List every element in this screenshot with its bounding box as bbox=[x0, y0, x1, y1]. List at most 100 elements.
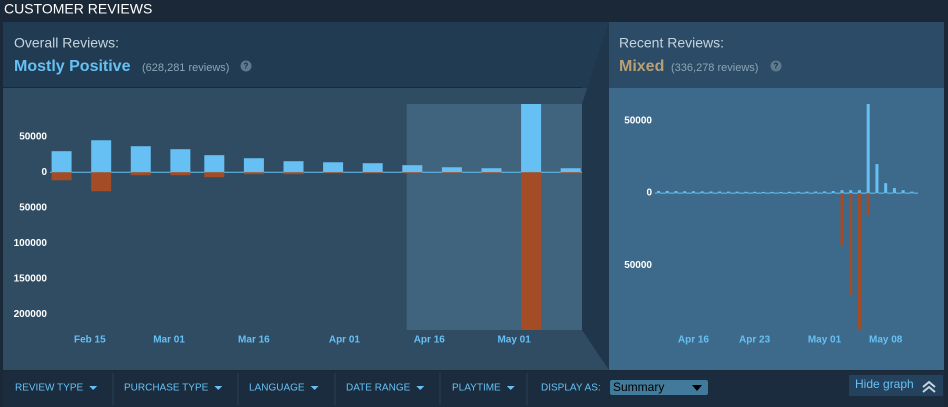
x-tick-label: Apr 16 bbox=[678, 335, 710, 346]
bar bbox=[441, 167, 462, 173]
bar bbox=[761, 191, 765, 194]
bar bbox=[884, 193, 888, 194]
bar bbox=[243, 158, 264, 173]
bar bbox=[831, 193, 835, 194]
help-text[interactable]: ? bbox=[244, 62, 249, 71]
hide-graph-text[interactable]: Hide graph bbox=[855, 377, 914, 391]
recent-chart-bg bbox=[609, 88, 944, 370]
filter-label[interactable]: REVIEW TYPE bbox=[15, 383, 83, 394]
filter-arrow[interactable] bbox=[89, 386, 98, 390]
bar bbox=[656, 190, 660, 194]
summary-rating: Mixed bbox=[619, 58, 664, 75]
bar bbox=[875, 193, 879, 195]
bar bbox=[481, 172, 502, 174]
bar bbox=[683, 191, 687, 194]
help-icon[interactable] bbox=[240, 60, 252, 72]
filter-label[interactable]: DATE RANGE bbox=[346, 383, 411, 394]
bar bbox=[481, 168, 502, 173]
y-tick-label: 100000 bbox=[14, 238, 48, 249]
summary-count: (628,281 reviews) bbox=[142, 62, 229, 74]
bar bbox=[323, 172, 344, 174]
y-tick-label: 50000 bbox=[19, 131, 47, 142]
bar bbox=[788, 191, 792, 194]
bar bbox=[51, 151, 72, 173]
select-arrow[interactable] bbox=[692, 385, 702, 391]
bar bbox=[283, 172, 304, 175]
bar bbox=[130, 172, 151, 176]
bar bbox=[441, 172, 462, 174]
bar bbox=[805, 191, 809, 194]
bar bbox=[323, 162, 344, 173]
filter-bar bbox=[3, 371, 944, 407]
bar bbox=[521, 104, 542, 173]
range-connector bbox=[582, 22, 609, 370]
bar bbox=[796, 191, 800, 194]
bar bbox=[770, 191, 774, 194]
summary-label: Recent Reviews: bbox=[619, 35, 724, 51]
bar bbox=[857, 193, 861, 330]
bar bbox=[875, 164, 879, 194]
filter-arrow[interactable] bbox=[214, 386, 223, 390]
x-tick-label: May 08 bbox=[869, 335, 903, 346]
bar bbox=[779, 191, 783, 194]
bar bbox=[884, 183, 888, 194]
bar bbox=[521, 172, 542, 330]
bar bbox=[204, 172, 225, 178]
filter-label[interactable]: PURCHASE TYPE bbox=[124, 383, 209, 394]
display-as-label: DISPLAY AS: bbox=[541, 383, 601, 394]
bar bbox=[866, 104, 870, 194]
bar bbox=[709, 191, 713, 194]
selected-range bbox=[406, 104, 582, 330]
y-tick-label: 50000 bbox=[19, 202, 47, 213]
bar bbox=[130, 146, 151, 173]
bar bbox=[735, 191, 739, 194]
bar bbox=[840, 193, 844, 247]
bar bbox=[744, 191, 748, 194]
filter-arrow[interactable] bbox=[310, 386, 319, 390]
help-icon[interactable] bbox=[770, 60, 782, 72]
bar bbox=[362, 163, 383, 173]
bar bbox=[91, 172, 112, 192]
bar bbox=[901, 190, 905, 194]
x-tick-label: Mar 01 bbox=[153, 335, 185, 346]
y-tick-label: 200000 bbox=[14, 309, 48, 320]
bar bbox=[91, 140, 112, 173]
hide-graph-icon[interactable] bbox=[922, 380, 936, 393]
hide-graph-button[interactable] bbox=[849, 375, 943, 396]
y-tick-label: 150000 bbox=[14, 273, 48, 284]
x-tick-label: Feb 15 bbox=[74, 335, 106, 346]
recent-header bbox=[609, 22, 944, 88]
x-tick-label: Apr 16 bbox=[414, 335, 446, 346]
bar bbox=[243, 172, 264, 175]
summary-rating: Mostly Positive bbox=[14, 58, 131, 75]
bar bbox=[840, 190, 844, 194]
bar bbox=[691, 191, 695, 194]
bar bbox=[402, 165, 423, 173]
bar bbox=[726, 191, 730, 194]
bar bbox=[718, 191, 722, 194]
y-tick-label: 0 bbox=[41, 167, 47, 178]
x-tick-label: Apr 23 bbox=[739, 335, 771, 346]
x-tick-label: Apr 01 bbox=[329, 335, 361, 346]
filter-label[interactable]: LANGUAGE bbox=[249, 383, 305, 394]
bar bbox=[753, 191, 757, 194]
display-select[interactable] bbox=[610, 380, 708, 395]
bar bbox=[857, 190, 861, 194]
bar bbox=[849, 193, 853, 296]
bar bbox=[700, 191, 704, 194]
bar bbox=[283, 161, 304, 173]
filter-arrow[interactable] bbox=[506, 386, 515, 390]
bar bbox=[910, 191, 914, 194]
bar bbox=[831, 191, 835, 194]
summary-count: (336,278 reviews) bbox=[671, 62, 758, 74]
help-text[interactable]: ? bbox=[774, 62, 779, 71]
display-select-value[interactable]: Summary bbox=[613, 380, 664, 394]
bar bbox=[402, 172, 423, 174]
bar bbox=[170, 172, 191, 176]
x-tick-label: Mar 16 bbox=[238, 335, 270, 346]
bar bbox=[674, 191, 678, 194]
filter-arrow[interactable] bbox=[416, 386, 425, 390]
y-tick-label: 50000 bbox=[624, 260, 652, 271]
section-title: CUSTOMER REVIEWS bbox=[4, 1, 152, 17]
filter-label[interactable]: PLAYTIME bbox=[452, 383, 501, 394]
